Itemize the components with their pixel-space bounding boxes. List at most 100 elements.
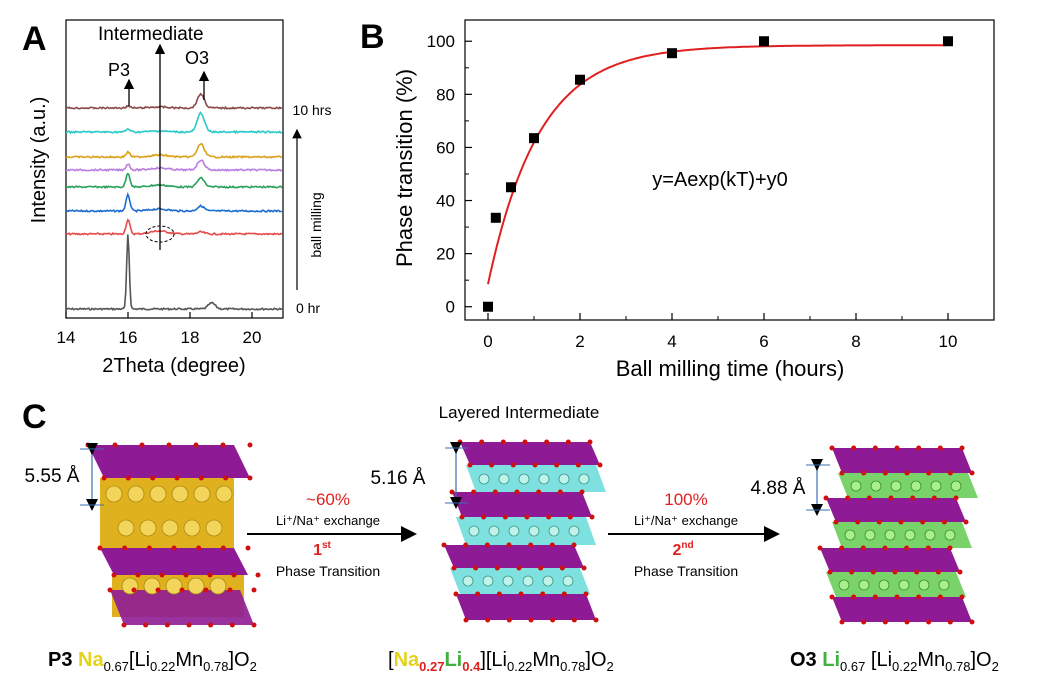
panel-b-frame [464, 19, 995, 321]
oxygen-atom [125, 475, 131, 481]
li-atoms [441, 439, 603, 623]
oxygen-atom [528, 617, 534, 623]
oxygen-atom [969, 619, 975, 625]
data-point [490, 212, 501, 223]
d-spacing-3: 4.88 Å [751, 478, 806, 499]
o3-label: O3 [185, 48, 209, 68]
mn-layer [452, 492, 592, 517]
oxygen-atom [549, 542, 555, 548]
oxygen-atom [947, 470, 953, 476]
oxygen-atom [207, 572, 213, 578]
oxygen-atom [823, 495, 829, 501]
mn-layer [456, 594, 596, 620]
x-tick-label: 2 [575, 332, 584, 351]
oxygen-atom [926, 470, 932, 476]
oxygen-atom [203, 587, 209, 593]
oxygen-atom [861, 619, 867, 625]
atom [183, 519, 201, 537]
oxygen-atom [937, 445, 943, 451]
step1-exchange: Li⁺/Na⁺ exchange [276, 513, 380, 528]
oxygen-atom [494, 565, 500, 571]
oxygen-atom [839, 545, 845, 551]
oxygen-atom [463, 542, 469, 548]
atom [117, 519, 135, 537]
y-tick-label: 40 [436, 192, 455, 211]
oxygen-atom [839, 619, 845, 625]
step1-phase: Phase Transition [276, 563, 380, 579]
oxygen-atom [166, 442, 172, 448]
xrd-trace [65, 218, 283, 236]
li-layer [826, 572, 966, 597]
atom [878, 579, 890, 591]
li-layer [832, 522, 972, 548]
oxygen-atom [449, 489, 455, 495]
oxygen-atom [860, 545, 866, 551]
oxygen-atom [882, 470, 888, 476]
oxygen-atom [876, 519, 882, 525]
oxygen-atom [872, 594, 878, 600]
oxygen-atom [227, 587, 233, 593]
oxygen-atom [196, 545, 202, 551]
panel-a-x-ticks: 14 16 18 20 [57, 312, 261, 347]
formula-o3: O3 Li0.67 [Li0.22Mn0.78]O2 [790, 649, 999, 674]
oxygen-atom [920, 519, 926, 525]
na-layer [100, 478, 234, 548]
atom [482, 575, 494, 587]
atom [890, 480, 902, 492]
oxygen-atom [894, 594, 900, 600]
x-tick-label: 18 [181, 328, 200, 347]
oxygen-atom [839, 470, 845, 476]
p3-structure [85, 442, 261, 628]
oxygen-atom [485, 617, 491, 623]
step2-ordinal: 2nd [672, 540, 693, 559]
oxygen-atom [829, 594, 835, 600]
oxygen-atom [514, 489, 520, 495]
oxygen-atom [467, 462, 473, 468]
d-spacing-2: 5.16 Å [371, 468, 426, 489]
step2-exchange: Li⁺/Na⁺ exchange [634, 513, 738, 528]
oxygen-atom [492, 489, 498, 495]
oxygen-atom [229, 622, 235, 628]
oxygen-atom [872, 445, 878, 451]
panel-c-label: C [22, 398, 47, 436]
data-point [667, 48, 677, 59]
xrd-trace [65, 111, 282, 135]
oxygen-atom [101, 475, 107, 481]
x-tick-label: 4 [667, 332, 676, 351]
oxygen-atom [833, 519, 839, 525]
oxygen-atom [882, 545, 888, 551]
na-atoms [85, 442, 261, 628]
y-tick-label: 80 [436, 85, 455, 104]
atom [838, 579, 850, 591]
atom [215, 485, 233, 503]
oxygen-atom [502, 514, 508, 520]
oxygen-atom [550, 617, 556, 623]
atom [858, 579, 870, 591]
atom [578, 473, 590, 485]
mn-layer [100, 548, 248, 575]
atom [548, 525, 560, 537]
oxygen-atom [164, 622, 170, 628]
oxygen-atom [957, 569, 963, 575]
oxygen-atom [597, 462, 603, 468]
data-point [506, 182, 516, 193]
atom [950, 480, 962, 492]
mn-layer [832, 597, 972, 622]
panel-c: C Layered Intermediate 5.55 Å ~60% Li⁺/N… [22, 398, 999, 674]
oxygen-atom [247, 475, 253, 481]
oxygen-atom [121, 622, 127, 628]
oxygen-atom [139, 442, 145, 448]
li-atoms [817, 445, 975, 625]
mn-layer [444, 545, 584, 568]
oxygen-atom [451, 565, 457, 571]
atom [127, 485, 145, 503]
atom [558, 473, 570, 485]
data-point [759, 36, 769, 47]
oxygen-atom [941, 519, 947, 525]
oxygen-atom [861, 470, 867, 476]
oxygen-atom [959, 594, 965, 600]
oxygen-atom [546, 514, 552, 520]
atom [864, 529, 876, 541]
li-layer [456, 517, 596, 545]
atom [870, 480, 882, 492]
